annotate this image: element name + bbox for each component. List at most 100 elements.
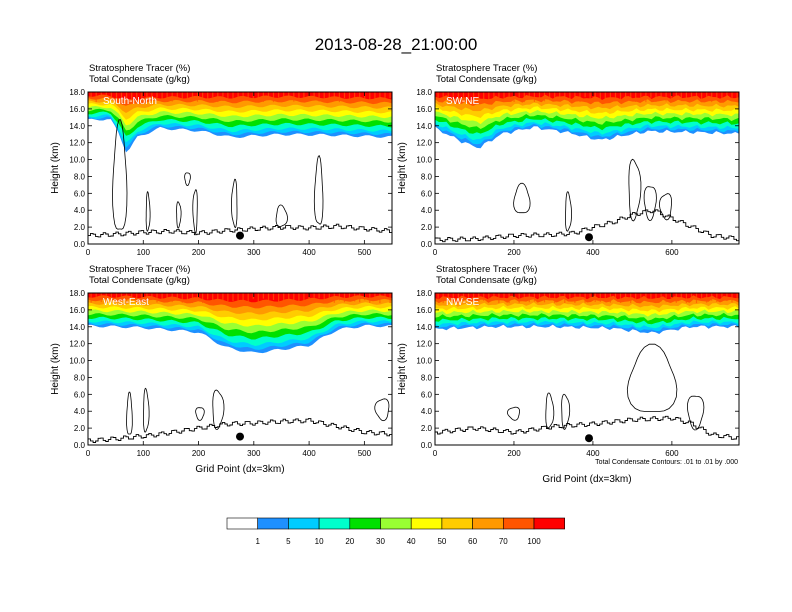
tracer-streak <box>589 293 591 301</box>
tracer-streak <box>303 293 305 303</box>
y-tick-label: 4.0 <box>421 206 433 215</box>
colorbar-label: 5 <box>286 537 291 546</box>
tracer-streak <box>222 92 224 99</box>
tracer-streak <box>131 293 133 299</box>
tracer-streak <box>181 293 183 303</box>
tracer-streak <box>518 293 520 303</box>
tracer-streak <box>288 92 290 99</box>
colorbar-label: 60 <box>468 537 477 546</box>
tracer-streak <box>288 293 290 302</box>
tracer-streak <box>650 92 652 98</box>
y-tick-label: 2.0 <box>74 424 86 433</box>
tracer-streak <box>670 92 672 101</box>
tracer-streak <box>701 293 703 300</box>
tracer-streak <box>452 293 454 303</box>
panel-3-label: NW-SE <box>446 297 479 308</box>
tracer-streak <box>120 293 123 300</box>
tracer-streak <box>483 293 485 301</box>
tracer-band-10 <box>88 92 392 100</box>
tracer-streak <box>359 92 361 102</box>
tracer-streak <box>136 293 138 304</box>
tracer-streak <box>196 293 199 299</box>
condensate-contour <box>195 407 205 421</box>
tracer-streak <box>508 92 510 99</box>
y-tick-label: 16.0 <box>69 105 85 114</box>
tracer-streak <box>447 293 449 299</box>
tracer-streak <box>161 293 163 302</box>
y-tick-label: 8.0 <box>421 373 433 382</box>
y-tick-label: 0.0 <box>74 441 86 450</box>
y-tick-label: 6.0 <box>74 189 86 198</box>
y-tick-label: 14.0 <box>69 122 85 131</box>
tracer-streak <box>533 293 535 302</box>
y-tick-label: 6.0 <box>421 189 433 198</box>
colorbar-swatch <box>257 517 289 530</box>
y-tick-label: 14.0 <box>69 323 85 332</box>
condensate-contour <box>374 398 390 422</box>
tracer-streak <box>90 92 92 98</box>
tracer-streak <box>655 92 657 102</box>
panel-south-north: Stratosphere Tracer (%) Total Condensate… <box>50 63 393 257</box>
tracer-streak <box>222 293 224 303</box>
condensate-contour <box>112 119 128 230</box>
tracer-streak <box>161 92 163 102</box>
tracer-streak <box>166 293 168 302</box>
tracer-streak <box>323 293 325 304</box>
x-tick-label: 600 <box>665 449 679 458</box>
panel-2-label: West-East <box>103 297 149 308</box>
tracer-streak <box>217 92 219 103</box>
panel-3-var2-label: Total Condensate (g/kg) <box>436 275 537 286</box>
tracer-streak <box>212 92 214 98</box>
tracer-streak <box>690 293 693 299</box>
tracer-streak <box>272 92 275 103</box>
tracer-streak <box>90 293 92 303</box>
tracer-streak <box>156 293 158 303</box>
y-tick-label: 16.0 <box>416 306 432 315</box>
tracer-streak <box>343 92 346 98</box>
tracer-streak <box>379 293 381 304</box>
tracer-streak <box>191 293 194 304</box>
tracer-streak <box>457 293 459 300</box>
x-tick-label: 400 <box>302 449 316 458</box>
tracer-streak <box>640 92 642 98</box>
tracer-streak <box>257 92 259 100</box>
tracer-streak <box>120 92 123 101</box>
tracer-streak <box>105 92 107 102</box>
tracer-streak <box>493 293 495 300</box>
tracer-streak <box>513 92 515 102</box>
plot-frame <box>87 292 393 446</box>
tracer-streak <box>675 92 677 101</box>
tracer-streak <box>369 293 371 303</box>
location-marker <box>585 233 593 242</box>
tracer-streak <box>574 293 576 303</box>
tracer-streak <box>701 92 703 103</box>
panel-0-label: South-North <box>103 96 157 107</box>
x-tick-label: 600 <box>665 248 679 257</box>
tracer-streak <box>278 293 280 303</box>
tracer-streak <box>389 293 391 303</box>
tracer-streak <box>645 293 647 301</box>
tracer-streak <box>389 92 391 99</box>
tracer-streak <box>483 92 485 100</box>
contour-note: Total Condensate Contours: .01 to .01 by… <box>595 459 738 466</box>
tracer-streak <box>110 92 112 100</box>
tracer-streak <box>131 92 133 102</box>
tracer-streak <box>191 92 194 100</box>
y-tick-label: 0.0 <box>421 240 433 249</box>
tracer-streak <box>716 293 718 302</box>
tracer-band-10 <box>88 293 392 303</box>
tracer-streak <box>731 293 733 303</box>
tracer-streak <box>619 92 622 101</box>
condensate-contour <box>230 178 238 229</box>
tracer-streak <box>151 293 153 301</box>
tracer-streak <box>196 92 199 102</box>
tracer-streak <box>625 293 627 299</box>
plot-frame <box>434 91 740 245</box>
panel-3-ylabel: Height (km) <box>397 343 408 395</box>
x-tick-label: 200 <box>507 449 521 458</box>
tracer-streak <box>227 92 229 102</box>
tracer-streak <box>262 92 264 102</box>
panel-1-var2-label: Total Condensate (g/kg) <box>436 74 537 85</box>
condensate-contour <box>626 343 678 412</box>
tracer-streak <box>635 92 637 102</box>
